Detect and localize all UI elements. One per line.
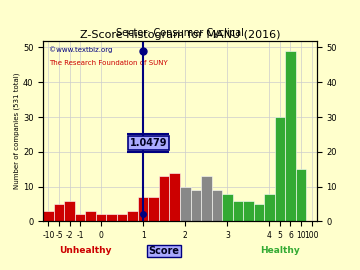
Bar <box>190 190 201 221</box>
Bar <box>54 204 64 221</box>
Bar <box>138 197 148 221</box>
Y-axis label: Number of companies (531 total): Number of companies (531 total) <box>14 73 20 189</box>
Text: ©www.textbiz.org: ©www.textbiz.org <box>49 46 112 53</box>
Text: Unhealthy: Unhealthy <box>59 247 112 255</box>
Bar <box>170 173 180 221</box>
Bar <box>75 214 85 221</box>
Bar <box>106 214 117 221</box>
Bar <box>148 197 159 221</box>
Bar <box>275 117 285 221</box>
Text: Score: Score <box>149 246 180 256</box>
Bar <box>96 214 106 221</box>
Bar <box>264 194 275 221</box>
Bar <box>285 51 296 221</box>
Bar <box>159 176 170 221</box>
Text: Healthy: Healthy <box>260 247 300 255</box>
Bar <box>296 169 306 221</box>
Bar <box>85 211 96 221</box>
Bar <box>233 201 243 221</box>
Text: The Research Foundation of SUNY: The Research Foundation of SUNY <box>49 60 167 66</box>
Bar <box>201 176 212 221</box>
Bar <box>180 187 190 221</box>
Text: 1.0479: 1.0479 <box>130 138 167 148</box>
Bar <box>254 204 264 221</box>
Text: Sector: Consumer Cyclical: Sector: Consumer Cyclical <box>116 28 244 38</box>
Bar <box>43 211 54 221</box>
Bar <box>243 201 254 221</box>
Bar <box>117 214 127 221</box>
Bar <box>212 190 222 221</box>
Bar <box>127 211 138 221</box>
Title: Z-Score Histogram for MANU (2016): Z-Score Histogram for MANU (2016) <box>80 30 280 40</box>
Bar <box>64 201 75 221</box>
Bar <box>222 194 233 221</box>
